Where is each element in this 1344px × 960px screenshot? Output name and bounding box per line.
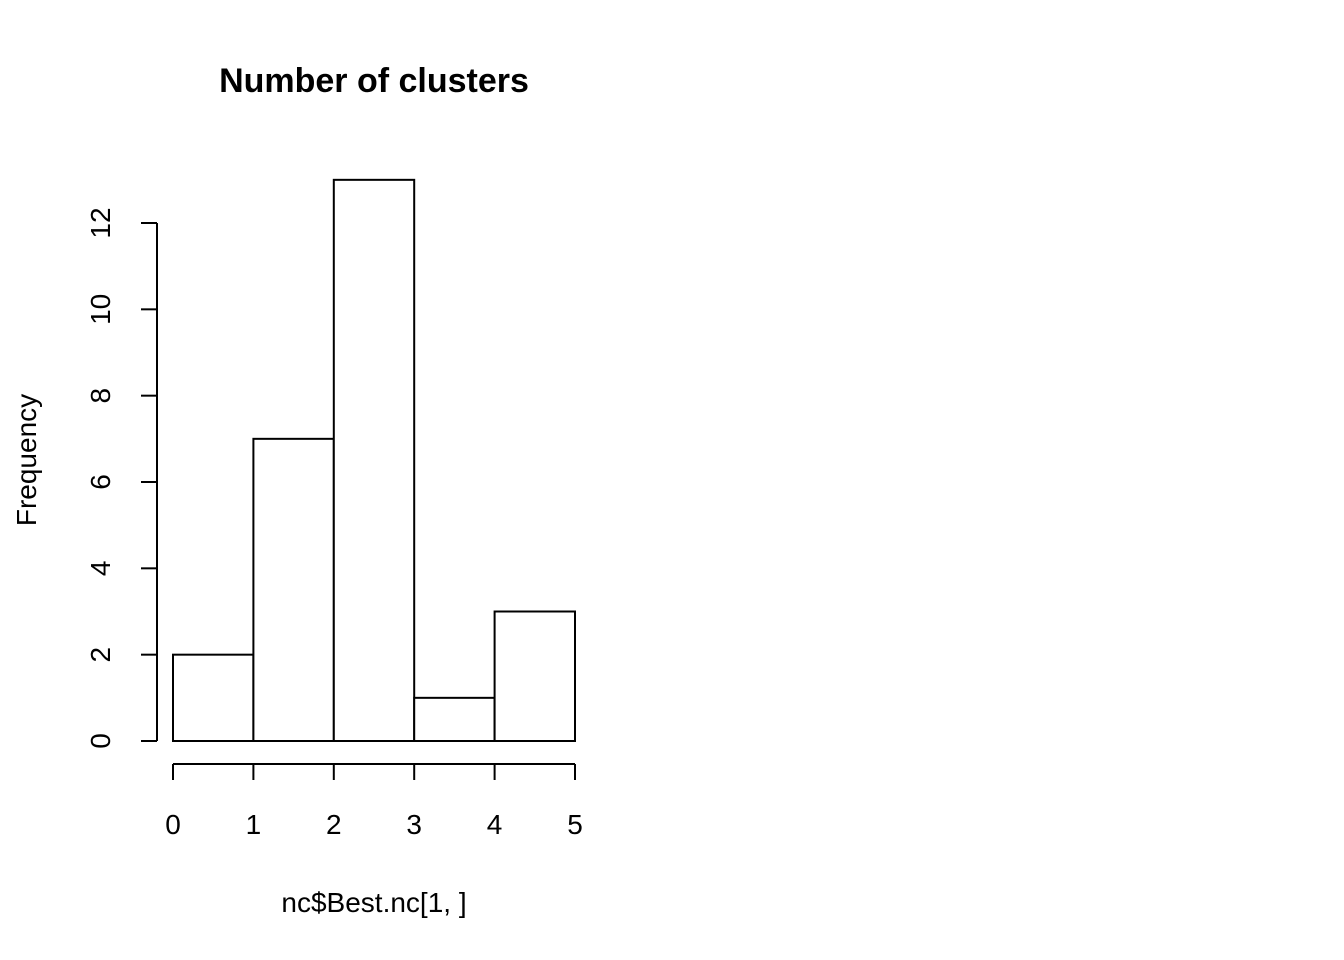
histogram-bar-1 xyxy=(252,437,335,742)
y-axis: 0 2 4 6 8 10 12 xyxy=(85,207,158,749)
y-tick-label-3: 6 xyxy=(85,474,116,490)
x-tick-label-5: 5 xyxy=(567,809,583,840)
x-tick-label-0: 0 xyxy=(165,809,181,840)
histogram-bar-4 xyxy=(493,610,577,742)
histogram-bars xyxy=(172,178,577,743)
x-tick-label-2: 2 xyxy=(326,809,342,840)
x-axis: 0 1 2 3 4 5 xyxy=(165,763,583,840)
y-tick-label-4: 8 xyxy=(85,388,116,404)
histogram-bar-3 xyxy=(413,696,496,742)
histogram-bar-2 xyxy=(332,178,416,743)
chart-title: Number of clusters xyxy=(219,62,529,100)
y-tick-label-2: 4 xyxy=(85,561,116,577)
y-tick-label-1: 2 xyxy=(85,647,116,663)
y-tick-label-0: 0 xyxy=(85,733,116,749)
x-tick-label-4: 4 xyxy=(487,809,503,840)
y-tick-label-6: 12 xyxy=(85,207,116,238)
y-axis-label: Frequency xyxy=(11,394,42,526)
x-axis-label: nc$Best.nc[1, ] xyxy=(281,887,466,918)
x-tick-label-3: 3 xyxy=(406,809,422,840)
x-tick-label-1: 1 xyxy=(246,809,262,840)
histogram-bar-0 xyxy=(172,653,255,743)
y-tick-label-5: 10 xyxy=(85,294,116,325)
